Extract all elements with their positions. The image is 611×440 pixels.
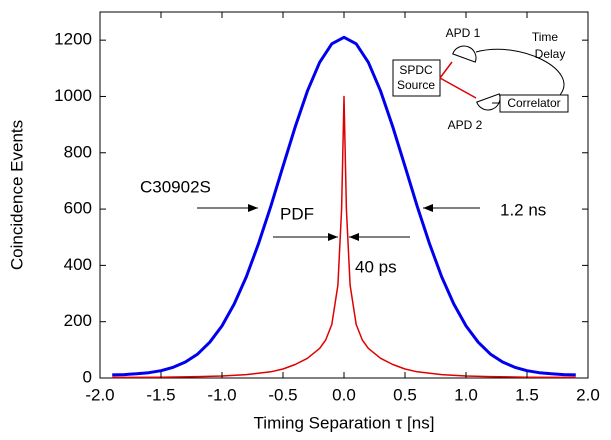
x-axis-label: Timing Separation τ [ns]: [254, 413, 435, 432]
x-tick-label: 1.0: [454, 385, 478, 404]
y-tick-label: 200: [64, 311, 92, 330]
y-tick-label: 1000: [54, 86, 92, 105]
inset-label: APD 2: [448, 118, 483, 132]
inset-label: Delay: [535, 47, 566, 61]
inset-label: Correlator: [507, 96, 560, 110]
x-tick-label: 0.0: [332, 385, 356, 404]
x-tick-label: -2.0: [85, 385, 114, 404]
annotation: 40 ps: [355, 257, 397, 276]
y-axis-label: Coincidence Events: [7, 120, 26, 270]
x-tick-label: -0.5: [268, 385, 297, 404]
series-label: PDF: [280, 204, 314, 223]
x-tick-label: 1.5: [515, 385, 539, 404]
inset-label: APD 1: [446, 26, 481, 40]
x-tick-label: 2.0: [576, 385, 600, 404]
annotation: 1.2 ns: [500, 200, 546, 219]
inset-diagram: SPDC Source APD 1 APD 2 Time Delay Corre…: [392, 26, 569, 132]
y-tick-label: 0: [83, 367, 92, 386]
series-line: [112, 35, 576, 377]
x-tick-label: -1.0: [207, 385, 236, 404]
inset-label: Time: [532, 30, 559, 44]
x-tick-label: 0.5: [393, 385, 417, 404]
y-tick-label: 400: [64, 255, 92, 274]
y-tick-label: 600: [64, 199, 92, 218]
inset-label: SPDC: [399, 63, 433, 77]
inset-label: Source: [397, 78, 435, 92]
series-line: [112, 95, 576, 379]
x-tick-label: -1.5: [146, 385, 175, 404]
arrows: [197, 204, 480, 241]
series-label: C30902S: [140, 177, 211, 196]
y-tick-label: 800: [64, 142, 92, 161]
y-tick-label: 1200: [54, 30, 92, 49]
